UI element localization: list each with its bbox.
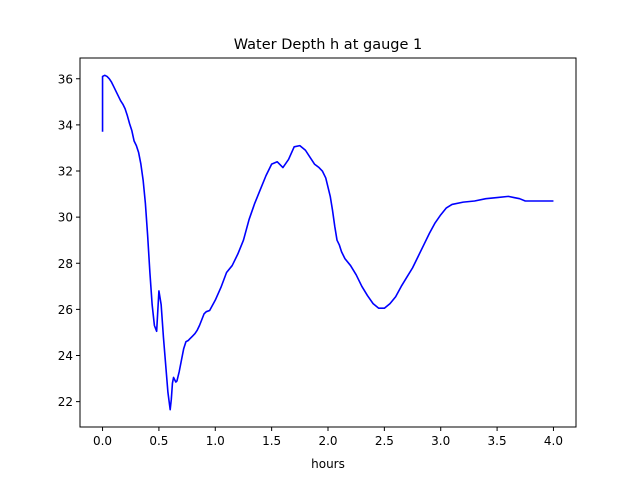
x-axis-label: hours	[311, 457, 345, 471]
x-tick-label: 2.0	[318, 434, 337, 448]
x-tick-label: 4.0	[544, 434, 563, 448]
chart-title: Water Depth h at gauge 1	[234, 37, 422, 53]
x-axis: 0.0 0.5 1.0 1.5 2.0 2.5 3.0 3.5 4.0	[93, 427, 563, 448]
x-tick-label: 3.0	[431, 434, 450, 448]
water-depth-series-line	[101, 74, 554, 411]
y-tick-label: 32	[58, 165, 73, 179]
y-tick-label: 36	[58, 72, 73, 86]
x-tick-label: 2.5	[375, 434, 394, 448]
y-tick-label: 26	[58, 303, 73, 317]
x-tick-label: 0.5	[149, 434, 168, 448]
y-tick-label: 28	[58, 257, 73, 271]
x-tick-label: 0.0	[93, 434, 112, 448]
x-tick-label: 1.5	[262, 434, 281, 448]
series-layer	[101, 74, 554, 411]
x-tick-label: 1.0	[206, 434, 225, 448]
y-tick-label: 30	[58, 211, 73, 225]
y-tick-label: 34	[58, 118, 73, 132]
y-axis: 22 24 26 28 30 32 34 36	[58, 72, 80, 409]
x-tick-label: 3.5	[488, 434, 507, 448]
y-tick-label: 22	[58, 395, 73, 409]
y-tick-label: 24	[58, 349, 73, 363]
